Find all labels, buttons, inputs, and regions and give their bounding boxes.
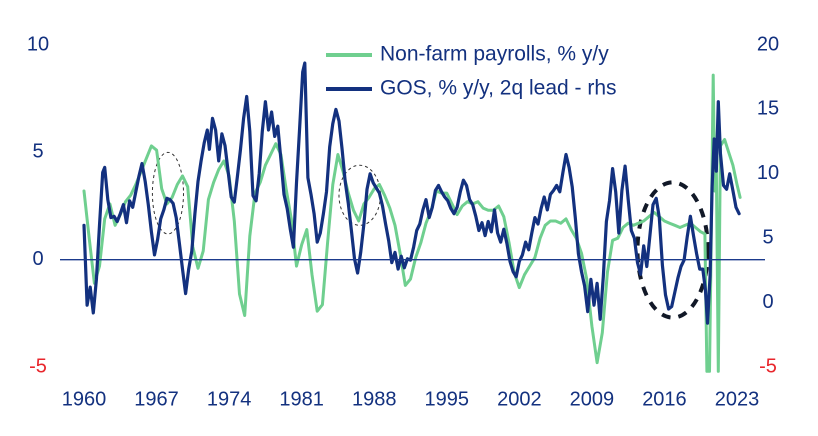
x-tick-label: 2009 [570, 388, 615, 410]
legend-label-2: GOS, % y/y, 2q lead - rhs [380, 77, 617, 100]
x-tick-label: 1988 [352, 388, 397, 410]
right-axis: 20 15 10 5 0 -5 [757, 33, 779, 377]
right-tick-label: 0 [762, 291, 773, 313]
legend: Non-farm payrolls, % y/y GOS, % y/y, 2q l… [326, 43, 617, 100]
annotation-ellipse-3 [635, 180, 710, 320]
right-tick-label: 20 [757, 33, 779, 55]
right-tick-label: -5 [759, 355, 777, 377]
series-line-gos [82, 61, 741, 325]
left-tick-label: 5 [32, 141, 43, 163]
x-tick-label: 1967 [134, 388, 179, 410]
left-axis: 10 5 0 -5 [27, 33, 49, 377]
right-tick-label: 5 [762, 226, 773, 248]
series-layer [82, 61, 742, 373]
series-line-non-farm-payrolls [82, 73, 742, 373]
left-tick-label: -5 [29, 355, 47, 377]
x-tick-label: 2002 [497, 388, 542, 410]
legend-label-1: Non-farm payrolls, % y/y [380, 43, 609, 66]
x-tick-label: 1960 [62, 388, 107, 410]
x-tick-label: 1974 [207, 388, 252, 410]
left-tick-label: 10 [27, 33, 49, 55]
x-axis: 1960 1967 1974 1981 1988 1995 2002 2009 2016 2023 [62, 388, 760, 410]
right-tick-label: 10 [757, 162, 779, 184]
x-tick-label: 2023 [715, 388, 760, 410]
x-tick-label: 1981 [279, 388, 324, 410]
x-tick-label: 2016 [642, 388, 687, 410]
left-tick-label: 0 [32, 248, 43, 270]
right-tick-label: 15 [757, 98, 779, 120]
annotation-ellipse-1 [151, 151, 185, 235]
x-tick-label: 1995 [425, 388, 470, 410]
